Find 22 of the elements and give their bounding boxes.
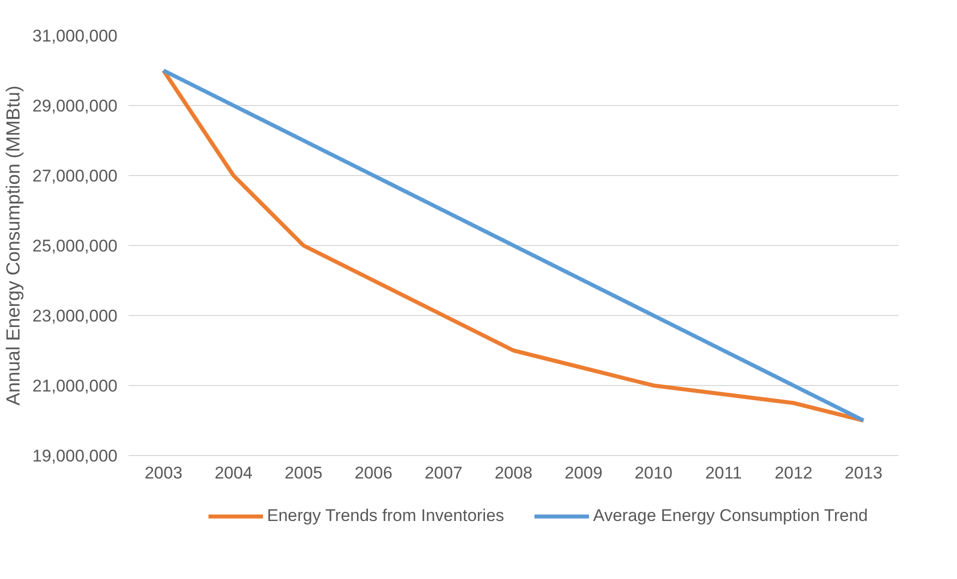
x-tick-label: 2008 — [494, 464, 532, 482]
x-tick-label: 2005 — [284, 464, 322, 482]
y-tick-label: 27,000,000 — [32, 166, 118, 186]
y-axis-title: Annual Energy Consumption (MMBtu) — [3, 86, 24, 406]
y-tick-label: 19,000,000 — [32, 446, 118, 466]
legend-label: Average Energy Consumption Trend — [593, 506, 868, 526]
x-tick-label: 2009 — [564, 464, 602, 482]
x-tick-label: 2003 — [144, 464, 182, 482]
y-tick-label: 23,000,000 — [32, 306, 118, 326]
x-tick-label: 2013 — [844, 464, 882, 482]
x-tick-label: 2012 — [774, 464, 812, 482]
x-tick-label: 2007 — [424, 464, 462, 482]
y-tick-label: 21,000,000 — [32, 376, 118, 396]
x-tick-label: 2004 — [214, 464, 252, 482]
line-series — [162, 68, 866, 422]
legend-label: Energy Trends from Inventories — [267, 506, 504, 526]
y-tick-label: 29,000,000 — [32, 96, 118, 116]
x-tick-label: 2011 — [705, 464, 742, 482]
y-tick-label: 25,000,000 — [32, 236, 118, 256]
y-tick-label: 31,000,000 — [32, 26, 118, 46]
x-tick-label: 2010 — [634, 464, 672, 482]
x-tick-label: 2006 — [354, 464, 392, 482]
